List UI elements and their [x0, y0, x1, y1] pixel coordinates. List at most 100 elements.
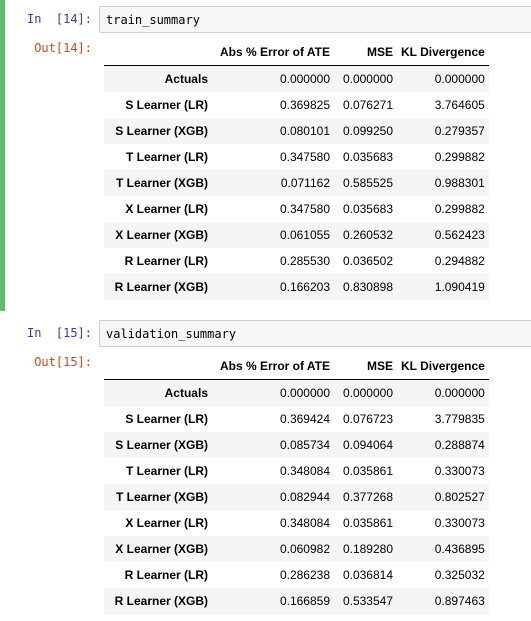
column-header: KL Divergence: [397, 353, 489, 380]
table-cell: 0.000000: [434, 386, 485, 400]
column-header: Abs % Error of ATE: [212, 39, 334, 66]
table-cell: 0.000000: [279, 386, 330, 400]
table-cell: 0.369424: [279, 412, 330, 426]
table-cell: 0.060982: [279, 542, 330, 556]
row-label: X Learner (LR): [125, 516, 208, 530]
table-cell: 0.436895: [434, 542, 485, 556]
table-header-row: Abs % Error of ATE MSE KL Divergence: [104, 39, 489, 66]
row-label: R Learner (XGB): [114, 280, 208, 294]
table-cell: 0.562423: [434, 228, 485, 242]
table-cell: 0.802527: [434, 490, 485, 504]
table-cell: 0.286238: [279, 568, 330, 582]
column-header: MSE: [334, 39, 397, 66]
input-prompt: In [15]:: [26, 326, 92, 340]
table-cell: 0.094064: [342, 438, 393, 452]
code-input-area[interactable]: train_summary: [99, 6, 531, 33]
table-cell: 0.533547: [342, 594, 393, 608]
table-row: R Learner (XGB) 0.166859 0.533547 0.897463: [104, 588, 489, 614]
column-header-index: [104, 39, 212, 66]
table-row: X Learner (XGB) 0.061055 0.260532 0.562423: [104, 222, 489, 248]
column-header: MSE: [334, 353, 397, 380]
row-label: T Learner (LR): [125, 464, 208, 478]
table-cell: 0.369825: [279, 98, 330, 112]
table-cell: 0.325032: [434, 568, 485, 582]
table-cell: 0.080101: [279, 124, 330, 138]
row-label: T Learner (XGB): [115, 176, 208, 190]
table-cell: 0.279357: [434, 124, 485, 138]
code-input-area[interactable]: validation_summary: [99, 320, 531, 347]
table-row: T Learner (XGB) 0.082944 0.377268 0.802527: [104, 484, 489, 510]
row-label: S Learner (XGB): [115, 124, 208, 138]
output-prompt: Out[15]:: [34, 355, 92, 369]
table-cell: 0.000000: [342, 386, 393, 400]
table-cell: 0.897463: [434, 594, 485, 608]
table-cell: 3.779835: [434, 412, 485, 426]
table-cell: 0.000000: [434, 72, 485, 86]
row-label: Actuals: [164, 72, 208, 86]
table-cell: 0.071162: [280, 176, 330, 190]
table-row: S Learner (XGB) 0.080101 0.099250 0.279357: [104, 118, 489, 144]
table-cell: 0.085734: [279, 438, 330, 452]
table-row: S Learner (XGB) 0.085734 0.094064 0.288874: [104, 432, 489, 458]
table-cell: 0.036814: [342, 568, 393, 582]
row-label: R Learner (LR): [124, 254, 208, 268]
table-cell: 0.035683: [342, 150, 393, 164]
output-prompt: Out[14]:: [34, 41, 92, 55]
table-row: T Learner (LR) 0.348084 0.035861 0.330073: [104, 458, 489, 484]
table-cell: 0.076723: [342, 412, 393, 426]
notebook-cell-validation-summary[interactable]: In [15]: validation_summary Out[15]: Abs…: [0, 314, 531, 621]
row-label: T Learner (XGB): [115, 490, 208, 504]
table-row: X Learner (LR) 0.347580 0.035683 0.299882: [104, 196, 489, 222]
table-cell: 0.330073: [434, 464, 485, 478]
table-cell: 0.830898: [342, 280, 393, 294]
row-label: S Learner (XGB): [115, 438, 208, 452]
table-cell: 0.285530: [279, 254, 330, 268]
table-cell: 0.036502: [342, 254, 393, 268]
table-row: R Learner (LR) 0.285530 0.036502 0.294882: [104, 248, 489, 274]
table-cell: 0.377268: [342, 490, 393, 504]
table-cell: 0.166203: [279, 280, 330, 294]
table-header-row: Abs % Error of ATE MSE KL Divergence: [104, 353, 489, 380]
table-cell: 0.099250: [342, 124, 393, 138]
table-cell: 0.348084: [279, 516, 330, 530]
row-label: S Learner (LR): [125, 98, 208, 112]
table-cell: 0.330073: [434, 516, 485, 530]
table-cell: 0.000000: [279, 72, 330, 86]
table-cell: 0.347580: [279, 202, 330, 216]
selected-cell-indicator: [0, 0, 5, 311]
row-label: X Learner (XGB): [115, 228, 208, 242]
table-row: Actuals 0.000000 0.000000 0.000000: [104, 65, 489, 92]
input-prompt: In [14]:: [26, 12, 92, 26]
row-label: S Learner (LR): [125, 412, 208, 426]
table-cell: 0.035861: [342, 516, 393, 530]
table-cell: 0.166859: [279, 594, 330, 608]
table-cell: 0.988301: [434, 176, 485, 190]
table-cell: 0.189280: [342, 542, 393, 556]
table-cell: 1.090419: [434, 280, 485, 294]
row-label: X Learner (XGB): [115, 542, 208, 556]
table-cell: 3.764605: [434, 98, 485, 112]
code-text: train_summary: [106, 13, 200, 27]
table-cell: 0.000000: [342, 72, 393, 86]
row-label: R Learner (XGB): [114, 594, 208, 608]
table-row: X Learner (XGB) 0.060982 0.189280 0.436895: [104, 536, 489, 562]
table-row: S Learner (LR) 0.369424 0.076723 3.779835: [104, 406, 489, 432]
table-cell: 0.299882: [434, 202, 485, 216]
table-cell: 0.347580: [279, 150, 330, 164]
output-dataframe-table: Abs % Error of ATE MSE KL Divergence Act…: [104, 39, 489, 300]
table-row: X Learner (LR) 0.348084 0.035861 0.330073: [104, 510, 489, 536]
notebook-cell-train-summary[interactable]: In [14]: train_summary Out[14]: Abs % Er…: [0, 0, 531, 311]
output-dataframe-table: Abs % Error of ATE MSE KL Divergence Act…: [104, 353, 489, 614]
column-header-index: [104, 353, 212, 380]
row-label: Actuals: [164, 386, 208, 400]
row-label: X Learner (LR): [125, 202, 208, 216]
code-text: validation_summary: [106, 327, 237, 341]
table-cell: 0.585525: [342, 176, 393, 190]
table-row: S Learner (LR) 0.369825 0.076271 3.764605: [104, 92, 489, 118]
table-cell: 0.348084: [279, 464, 330, 478]
table-cell: 0.294882: [434, 254, 485, 268]
column-header: Abs % Error of ATE: [212, 353, 334, 380]
table-row: T Learner (LR) 0.347580 0.035683 0.299882: [104, 144, 489, 170]
table-cell: 0.035861: [342, 464, 393, 478]
row-label: T Learner (LR): [125, 150, 208, 164]
